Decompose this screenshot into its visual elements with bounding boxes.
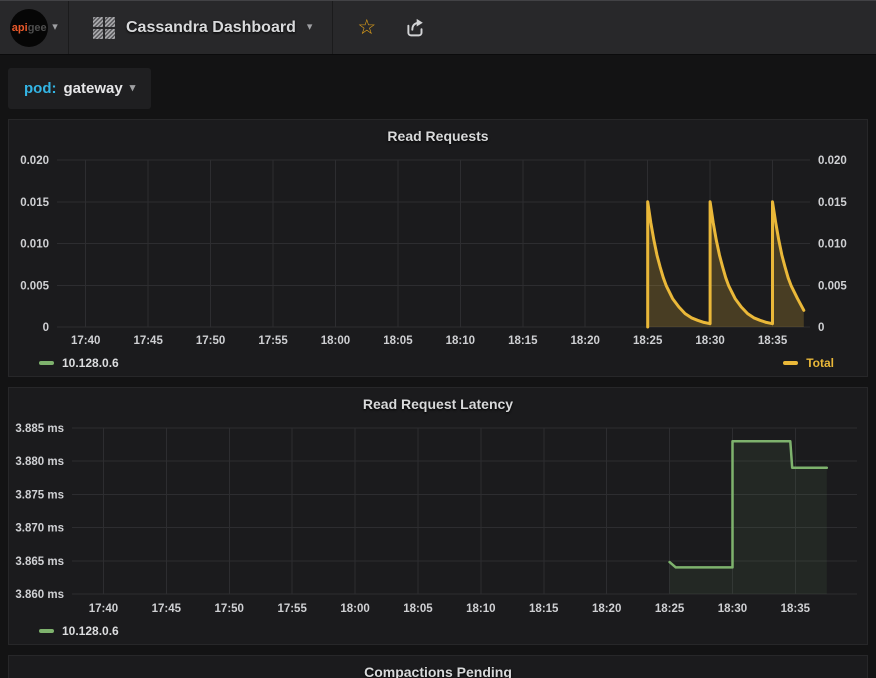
legend-series-color-dash <box>783 361 799 365</box>
series-area-fill <box>669 441 827 594</box>
x-axis-tick-label: 18:10 <box>446 335 475 347</box>
x-axis-tick-label: 18:35 <box>758 335 788 347</box>
x-axis-tick-label: 17:45 <box>133 335 163 347</box>
y-axis-tick-label: 3.865 ms <box>15 556 64 568</box>
y-axis-tick-label: 3.870 ms <box>15 523 64 535</box>
series-area-fill <box>647 201 804 327</box>
legend-item-total[interactable]: Total <box>783 356 834 370</box>
legend-right-group: Total <box>783 356 834 370</box>
y-axis-tick-label: 3.860 ms <box>15 589 64 601</box>
template-variables-row: pod: gateway ▾ <box>0 55 876 117</box>
share-dashboard-button[interactable] <box>404 17 425 38</box>
top-nav-bar: api gee ▾ Cassandra Dashboard ▾ ☆ <box>0 0 876 55</box>
x-axis-tick-label: 18:05 <box>383 335 413 347</box>
panel-compactions-pending: Compactions Pending <box>8 655 868 678</box>
legend-series-label: 10.128.0.6 <box>62 356 119 370</box>
y-axis-tick-label: 0 <box>43 322 49 334</box>
dashboard-grid-icon <box>93 16 115 39</box>
x-axis-tick-label: 18:05 <box>403 603 433 615</box>
pod-variable-value: gateway <box>63 80 123 97</box>
legend-left-group: 10.128.0.6 <box>39 356 119 370</box>
y-axis-tick-label: 0.020 <box>20 155 49 167</box>
legend-series-label: Total <box>806 356 834 370</box>
series-line <box>668 440 829 569</box>
legend-item-10-128-0-6[interactable]: 10.128.0.6 <box>39 624 119 638</box>
series-line <box>646 200 806 329</box>
legend-item-10-128-0-6[interactable]: 10.128.0.6 <box>39 356 119 370</box>
y-axis-tick-label-right: 0 <box>818 322 824 334</box>
chart-legend: 10.128.0.6 Total <box>9 350 867 374</box>
dashboard-actions: ☆ <box>333 1 449 54</box>
x-axis-tick-label: 18:00 <box>321 335 350 347</box>
y-axis-tick-label: 0.005 <box>20 280 49 292</box>
logo-text-primary: api <box>11 21 28 34</box>
y-axis-tick-label: 3.875 ms <box>15 489 64 501</box>
y-axis-tick-label: 3.885 ms <box>15 423 64 435</box>
chevron-down-icon: ▾ <box>129 82 136 94</box>
chart-legend: 10.128.0.6 <box>9 618 867 642</box>
x-axis-tick-label: 17:40 <box>71 335 100 347</box>
x-axis-tick-label: 17:50 <box>196 335 225 347</box>
share-icon <box>407 18 424 37</box>
panel-title[interactable]: Read Requests <box>387 128 489 144</box>
y-axis-tick-label: 0.015 <box>20 197 49 209</box>
x-axis-tick-label: 18:00 <box>340 603 369 615</box>
pod-variable-label: pod: <box>24 80 57 97</box>
x-axis-tick-label: 17:55 <box>258 335 288 347</box>
legend-series-color-dash <box>39 361 54 365</box>
x-axis-tick-label: 18:20 <box>592 603 621 615</box>
x-axis-tick-label: 18:25 <box>633 335 663 347</box>
star-favorite-button[interactable]: ☆ <box>357 16 377 39</box>
legend-series-color-dash <box>39 629 54 633</box>
legend-left-group: 10.128.0.6 <box>39 624 119 638</box>
panel-read-request-latency: Read Request Latency 3.885 ms 3.880 ms 3.8… <box>8 387 868 645</box>
read-requests-chart[interactable]: 0.020 0.020 0.015 0.015 0.010 0.010 0.005 0.005… <box>9 148 867 350</box>
x-axis-tick-label: 17:40 <box>89 603 118 615</box>
org-logo-menu[interactable]: api gee ▾ <box>0 1 69 54</box>
chevron-down-icon: ▾ <box>52 21 58 33</box>
x-axis-tick-label: 18:15 <box>508 335 538 347</box>
chart-plot-area: 0.020 0.020 0.015 0.015 0.010 0.010 0.005 0.005… <box>20 155 847 347</box>
dashboard-panels: Read Requests 0.020 0.020 0.015 0.015 0.010 0… <box>0 117 876 678</box>
x-axis-tick-label: 18:30 <box>695 335 724 347</box>
panel-read-requests: Read Requests 0.020 0.020 0.015 0.015 0.010 0… <box>8 119 868 377</box>
y-axis-tick-label-right: 0.020 <box>818 155 847 167</box>
x-axis-tick-label: 18:30 <box>718 603 747 615</box>
apigee-logo: api gee <box>10 8 49 47</box>
chevron-down-icon: ▾ <box>306 21 313 33</box>
x-axis-tick-label: 18:10 <box>466 603 495 615</box>
dashboard-title-dropdown[interactable]: Cassandra Dashboard ▾ <box>69 1 334 54</box>
chart-plot-area: 3.885 ms 3.880 ms 3.875 ms 3.870 ms 3.865 ms… <box>15 423 857 615</box>
x-axis-tick-label: 18:35 <box>781 603 811 615</box>
y-axis-tick-label-right: 0.005 <box>818 280 847 292</box>
panel-title[interactable]: Compactions Pending <box>364 664 512 678</box>
x-axis-tick-label: 17:50 <box>215 603 244 615</box>
x-axis-tick-label: 18:20 <box>571 335 600 347</box>
y-axis-tick-label: 0.010 <box>20 239 49 251</box>
y-axis-tick-label-right: 0.010 <box>818 239 847 251</box>
x-axis-tick-label: 18:25 <box>655 603 685 615</box>
y-axis-tick-label-right: 0.015 <box>818 197 847 209</box>
logo-text-secondary: gee <box>27 21 47 34</box>
x-axis-tick-label: 18:15 <box>529 603 559 615</box>
panel-title[interactable]: Read Request Latency <box>362 396 514 412</box>
pod-variable-dropdown[interactable]: pod: gateway ▾ <box>8 68 152 109</box>
x-axis-tick-label: 17:55 <box>277 603 307 615</box>
y-axis-tick-label: 3.880 ms <box>15 456 64 468</box>
legend-series-label: 10.128.0.6 <box>62 624 119 638</box>
x-axis-tick-label: 17:45 <box>152 603 182 615</box>
dashboard-title: Cassandra Dashboard <box>126 18 296 36</box>
read-request-latency-chart[interactable]: 3.885 ms 3.880 ms 3.875 ms 3.870 ms 3.865 ms… <box>9 416 867 618</box>
